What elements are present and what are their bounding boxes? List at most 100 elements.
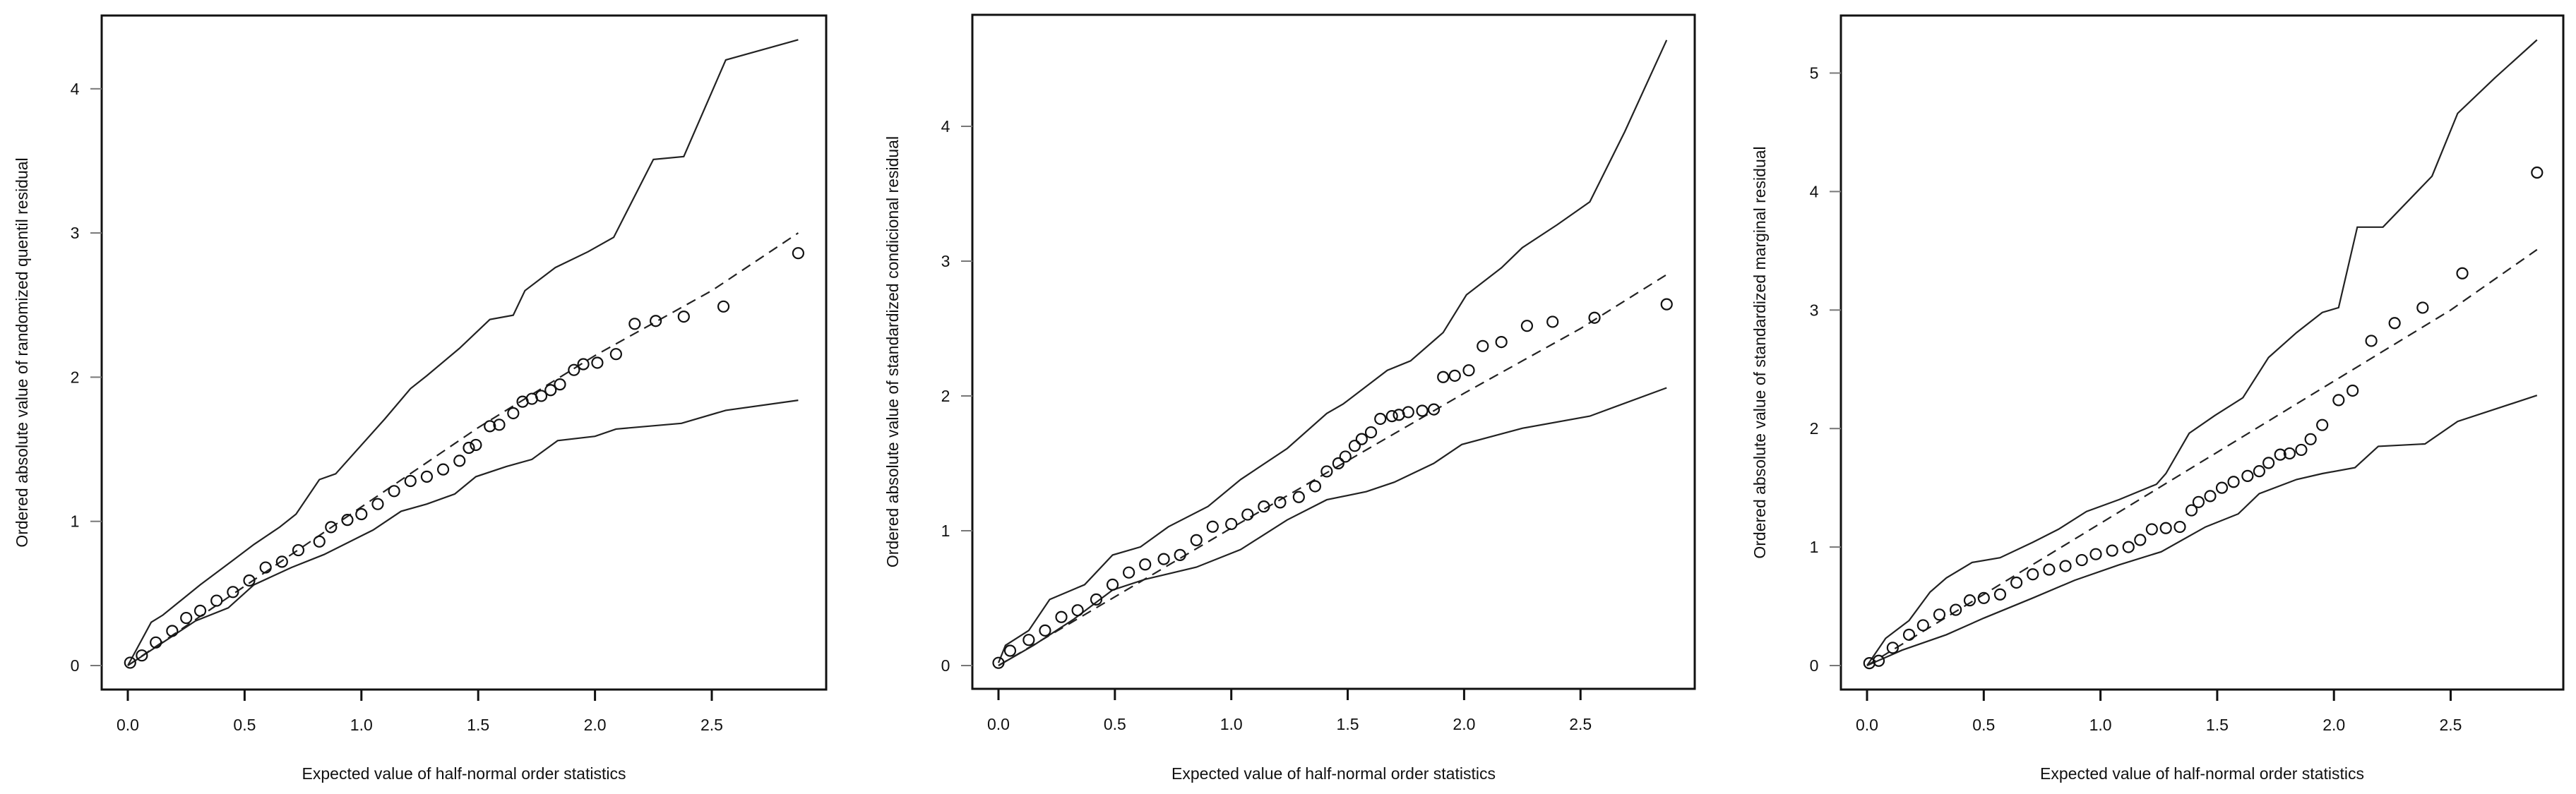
data-point [1190,534,1203,546]
panel-2: 0.0 0.5 1.0 1.5 2.0 2.5 0 1 2 3 4 Expected value of… [883,13,1696,783]
data-point [2262,457,2275,469]
data-point [717,300,730,313]
y-tick-label: 5 [1810,64,1819,83]
plot-frame [971,13,1696,690]
x-tick-label: 0.0 [987,715,1010,733]
data-point [1520,320,1534,332]
x-tick-label: 2.5 [1569,715,1592,733]
data-point [2027,568,2039,581]
y-tick-label: 3 [941,252,950,270]
data-point [150,636,162,649]
x-tick-label: 1.5 [2206,716,2229,734]
data-point [1374,412,1387,426]
envelope-median-dashed-line [998,274,1667,666]
data-point [1332,457,1344,470]
data-point [1355,433,1368,445]
data-point [341,514,354,527]
x-axis-title: Expected value of half-normal order stat… [2040,764,2364,783]
data-point [463,441,475,455]
x-tick-label: 2.0 [2322,716,2345,734]
data-point [609,348,622,361]
data-point [2274,448,2286,461]
data-point [1993,588,2007,601]
y-tick-label: 0 [71,656,80,675]
data-point [2075,553,2088,567]
data-point [2416,301,2429,314]
y-axis-title: Ordered absolute value of standardized m… [1751,146,1769,558]
x-tick-label: 0.0 [117,716,139,734]
data-point [2332,394,2345,407]
x-tick-label: 1.0 [350,716,373,734]
x-tick-label: 2.0 [1453,715,1475,733]
data-point [325,521,338,534]
data-point [470,438,482,452]
x-tick-label: 2.5 [700,716,723,734]
data-point [577,358,590,371]
data-point [677,310,690,323]
data-point [136,649,148,662]
y-axis-title: Ordered absolute value of randomized que… [13,157,31,547]
data-point [1348,440,1361,452]
data-point [1448,369,1461,382]
data-point [420,470,434,483]
data-point [313,535,326,548]
data-point [259,561,272,574]
data-point [2283,447,2296,460]
envelope-lower-line [1866,395,2538,667]
data-point [2145,523,2158,536]
y-tick-label: 3 [71,224,80,242]
data-point [180,611,193,625]
data-point [1090,593,1103,606]
envelope-median-dashed-line [1866,248,2538,666]
data-point [1916,619,1929,632]
data-point [1206,520,1219,533]
y-tick-label: 3 [1810,301,1819,319]
y-tick-label: 2 [1810,419,1819,438]
x-tick-label: 0.5 [233,716,256,734]
data-point [2347,384,2359,397]
data-point [292,543,305,557]
data-point [404,474,417,488]
y-tick-label: 2 [941,387,950,405]
data-point [1039,624,1051,637]
data-point [2159,522,2172,534]
data-point [1225,517,1238,531]
data-point [1364,426,1378,439]
data-point [1339,450,1352,463]
data-point [2089,548,2102,560]
data-point [484,420,496,433]
data-point [210,594,223,607]
data-point [628,318,641,330]
data-point [1123,566,1135,579]
data-point [2174,520,2186,534]
x-tick-label: 1.5 [467,716,489,734]
data-point [1292,491,1305,503]
data-point [1157,553,1170,565]
data-point [371,498,384,510]
data-point [2215,481,2229,494]
envelope-upper-line [997,40,1668,663]
data-point [2192,495,2205,508]
data-point [1003,644,1017,657]
data-point [124,656,136,669]
data-point [1174,548,1186,561]
x-axis-title: Expected value of half-normal order stat… [302,764,626,783]
data-point [1385,410,1398,423]
data-point [1106,578,1119,591]
data-point [650,315,662,327]
data-point [792,247,804,260]
data-point [166,625,179,637]
data-point [2227,476,2240,488]
x-tick-label: 2.0 [584,716,607,734]
data-point [1308,480,1321,493]
data-point [2295,443,2308,457]
data-point [2316,419,2329,431]
data-point [1427,403,1441,416]
data-point [1258,500,1270,513]
data-point [2365,335,2378,347]
plot-frame [100,14,828,691]
data-point [1241,508,1254,521]
data-point [1416,404,1429,417]
data-point [1933,608,1946,621]
